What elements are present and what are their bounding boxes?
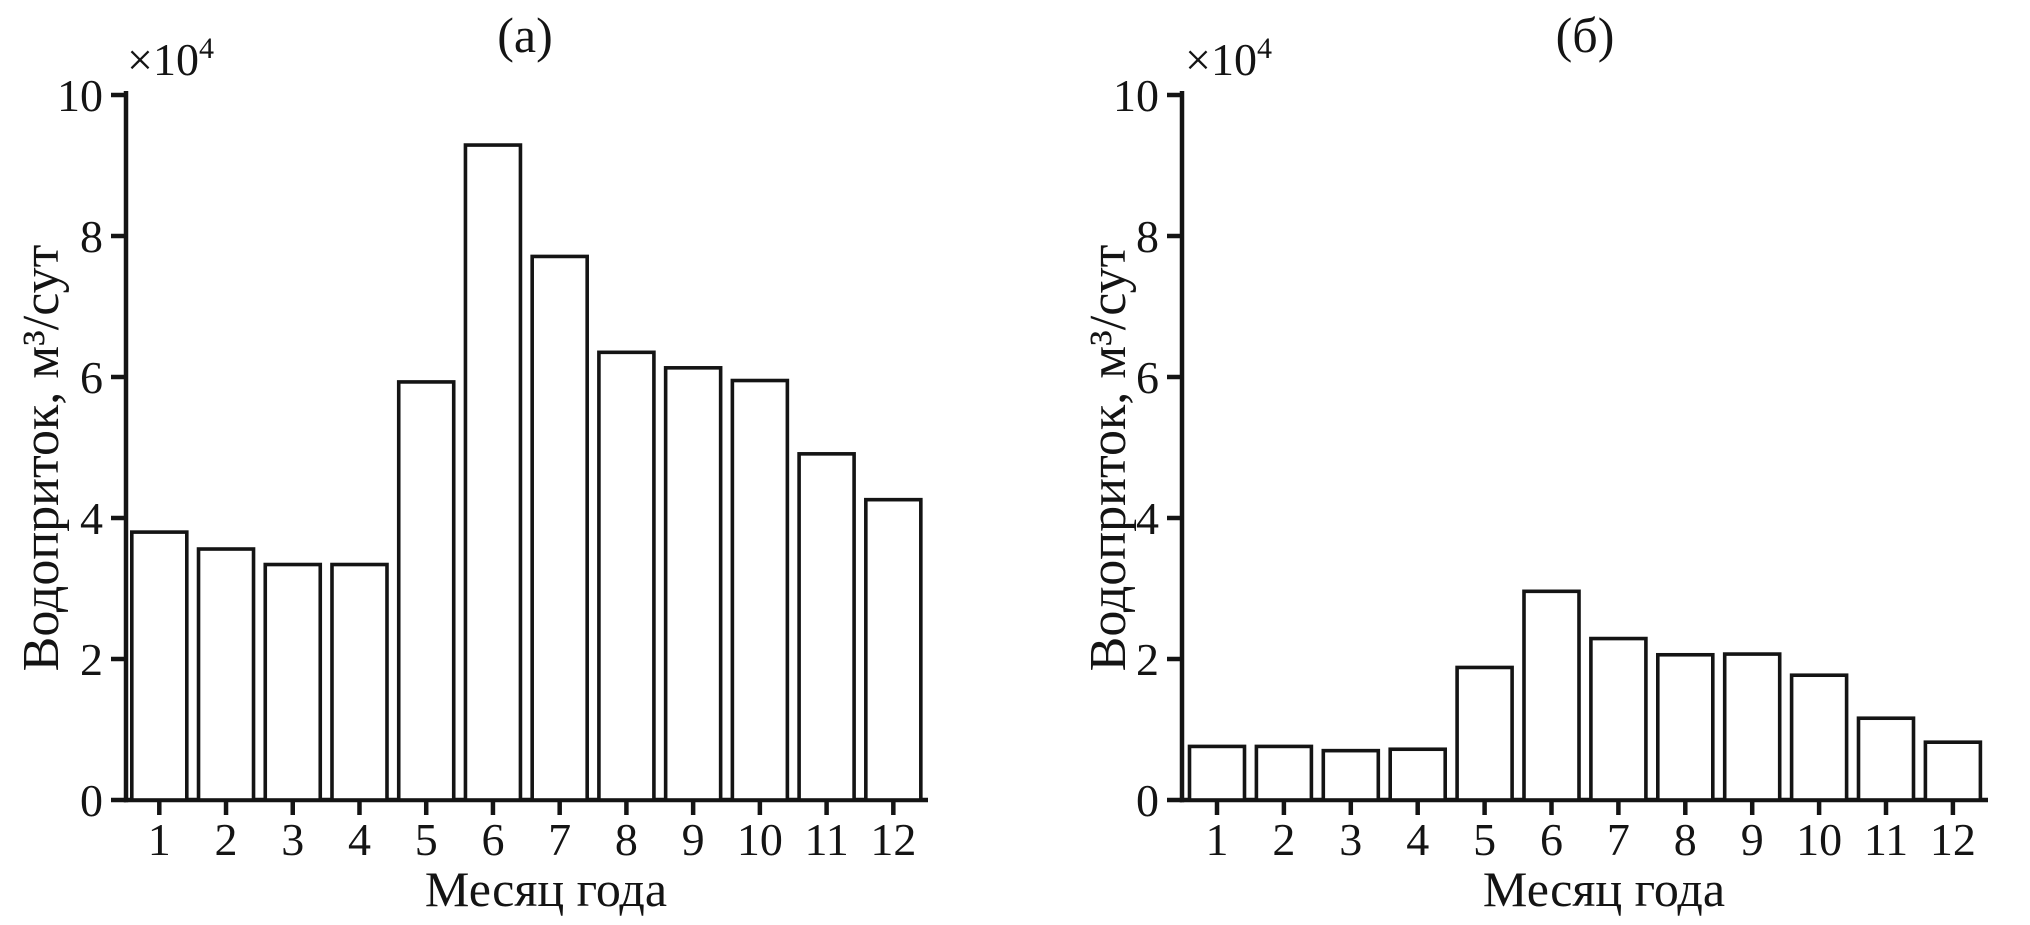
y-tick-label-a: 4 bbox=[80, 493, 103, 544]
y-axis-multiplier-exponent-b: 4 bbox=[1257, 32, 1272, 65]
y-axis-title-b: Водоприток, м³/сут bbox=[1080, 245, 1137, 672]
x-tick-label-b: 3 bbox=[1339, 814, 1362, 865]
bar-a-month-1 bbox=[130, 530, 189, 802]
x-tick-label-b: 6 bbox=[1540, 814, 1563, 865]
bar-b-month-9 bbox=[1722, 652, 1782, 802]
y-tick-label-b: 4 bbox=[1136, 493, 1159, 544]
bar-b-month-6 bbox=[1522, 589, 1581, 802]
bar-a-month-5 bbox=[396, 380, 456, 802]
bar-a-month-4 bbox=[330, 562, 389, 802]
bar-b-month-5 bbox=[1455, 665, 1514, 802]
x-tick-label-a: 6 bbox=[481, 814, 504, 865]
x-tick-label-a: 9 bbox=[682, 814, 705, 865]
bar-b-month-3 bbox=[1321, 748, 1381, 802]
y-tick-label-a: 8 bbox=[80, 211, 103, 262]
x-axis-title-a: Месяц года bbox=[425, 861, 667, 917]
bar-b-month-10 bbox=[1789, 673, 1849, 802]
y-tick-label-a: 10 bbox=[57, 70, 103, 121]
bar-b-month-7 bbox=[1589, 636, 1648, 802]
bar-b-month-8 bbox=[1656, 652, 1715, 802]
x-tick-label-b: 9 bbox=[1741, 814, 1764, 865]
x-tick-label-a: 10 bbox=[737, 814, 783, 865]
x-tick-label-b: 1 bbox=[1206, 814, 1229, 865]
bar-a-month-8 bbox=[597, 350, 656, 802]
panel-title-b: (б) bbox=[1556, 7, 1615, 63]
x-tick-label-a: 5 bbox=[415, 814, 438, 865]
bar-b-month-4 bbox=[1388, 747, 1447, 802]
x-tick-label-a: 11 bbox=[804, 814, 848, 865]
y-axis-multiplier-a: ×104 bbox=[127, 32, 214, 85]
x-tick-label-a: 7 bbox=[548, 814, 571, 865]
x-tick-label-b: 7 bbox=[1607, 814, 1630, 865]
x-tick-label-a: 1 bbox=[148, 814, 171, 865]
bar-a-month-12 bbox=[864, 497, 923, 802]
y-tick-label-b: 6 bbox=[1136, 352, 1159, 403]
bar-a-month-3 bbox=[263, 562, 323, 802]
x-tick-label-b: 2 bbox=[1272, 814, 1295, 865]
bar-b-month-11 bbox=[1856, 716, 1916, 802]
bar-a-month-7 bbox=[530, 254, 589, 802]
bar-b-month-2 bbox=[1254, 744, 1314, 802]
bar-b-month-12 bbox=[1923, 740, 1983, 802]
x-tick-label-b: 10 bbox=[1796, 814, 1842, 865]
x-tick-label-a: 4 bbox=[348, 814, 371, 865]
x-axis-title-b: Месяц года bbox=[1483, 861, 1725, 917]
x-tick-label-a: 12 bbox=[870, 814, 916, 865]
bar-a-month-11 bbox=[797, 452, 856, 802]
x-tick-label-b: 4 bbox=[1406, 814, 1429, 865]
x-tick-label-a: 3 bbox=[281, 814, 304, 865]
panel-title-a: (а) bbox=[497, 7, 553, 63]
x-tick-label-a: 8 bbox=[615, 814, 638, 865]
y-axis-multiplier-exponent-a: 4 bbox=[199, 32, 214, 65]
x-tick-label-b: 8 bbox=[1674, 814, 1697, 865]
y-tick-label-b: 0 bbox=[1136, 775, 1159, 826]
bar-a-month-10 bbox=[730, 378, 790, 802]
bar-a-month-2 bbox=[196, 547, 256, 802]
y-tick-label-b: 8 bbox=[1136, 211, 1159, 262]
y-axis-multiplier-b: ×104 bbox=[1185, 32, 1272, 85]
bar-a-month-9 bbox=[663, 366, 723, 802]
bar-a-month-6 bbox=[463, 143, 523, 802]
x-tick-label-b: 5 bbox=[1473, 814, 1496, 865]
x-tick-label-b: 12 bbox=[1930, 814, 1976, 865]
y-tick-label-a: 6 bbox=[80, 352, 103, 403]
y-tick-label-a: 2 bbox=[80, 634, 103, 685]
x-tick-label-a: 2 bbox=[215, 814, 238, 865]
x-tick-label-b: 11 bbox=[1864, 814, 1908, 865]
y-axis-title-a: Водоприток, м³/сут bbox=[13, 245, 70, 672]
y-tick-label-b: 10 bbox=[1113, 70, 1159, 121]
y-tick-label-a: 0 bbox=[80, 775, 103, 826]
bar-b-month-1 bbox=[1187, 744, 1247, 802]
y-tick-label-b: 2 bbox=[1136, 634, 1159, 685]
